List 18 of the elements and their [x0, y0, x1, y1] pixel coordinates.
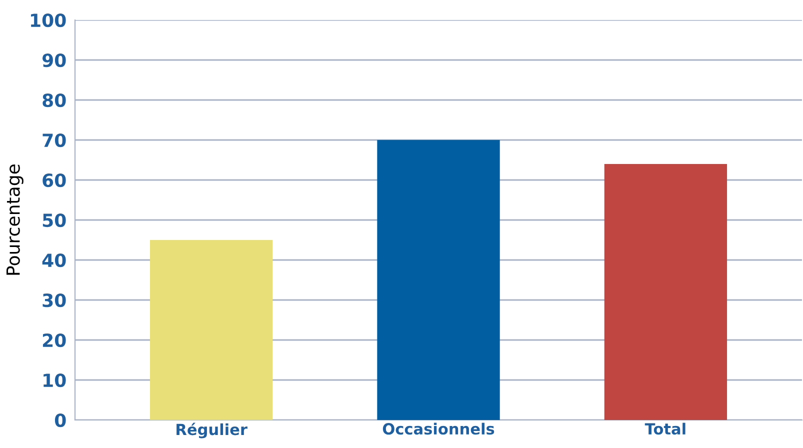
y-tick-label: 70 — [42, 133, 66, 148]
bar — [604, 164, 728, 420]
y-tick-label: 90 — [42, 53, 66, 68]
y-tick-label: 30 — [42, 293, 66, 308]
y-tick-label: 0 — [54, 413, 66, 428]
bar — [150, 240, 273, 420]
y-tick-label: 80 — [42, 93, 66, 108]
y-axis-title: Pourcentage — [6, 164, 24, 275]
y-tick-label: 40 — [42, 253, 66, 268]
x-tick-label: Régulier — [176, 422, 248, 438]
y-tick-label: 100 — [31, 13, 66, 28]
y-tick-label: 10 — [44, 373, 66, 388]
x-tick-label: Total — [644, 422, 686, 435]
bar — [377, 140, 500, 420]
y-tick-label: 50 — [42, 213, 66, 228]
x-tick-label: Occasionnels — [382, 422, 494, 435]
y-tick-label: 20 — [42, 333, 66, 348]
y-tick-label: 60 — [42, 173, 66, 188]
